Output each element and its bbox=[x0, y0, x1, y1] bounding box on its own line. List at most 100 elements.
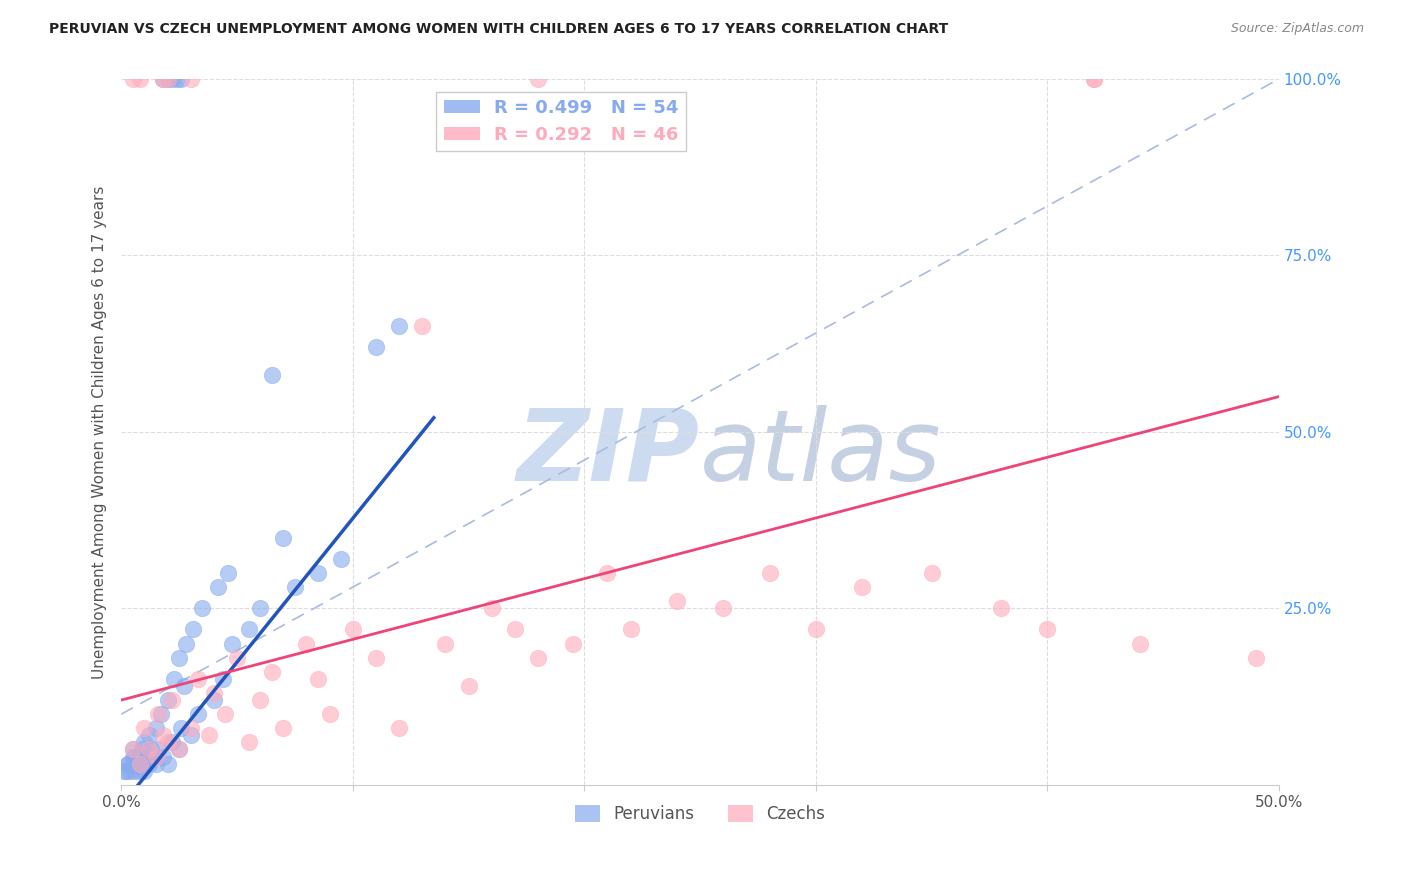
Point bbox=[561, 637, 583, 651]
Point bbox=[180, 721, 202, 735]
Point bbox=[758, 566, 780, 580]
Point bbox=[156, 693, 179, 707]
Point bbox=[1083, 72, 1105, 87]
Point bbox=[128, 72, 150, 87]
Point bbox=[117, 756, 139, 771]
Point bbox=[117, 756, 139, 771]
Point bbox=[238, 735, 260, 749]
Point bbox=[212, 672, 235, 686]
Point bbox=[170, 72, 193, 87]
Point bbox=[128, 749, 150, 764]
Point bbox=[388, 318, 411, 333]
Point bbox=[342, 623, 364, 637]
Point bbox=[121, 742, 143, 756]
Point bbox=[134, 764, 156, 778]
Point bbox=[152, 72, 174, 87]
Point bbox=[174, 637, 197, 651]
Point bbox=[804, 623, 827, 637]
Text: atlas: atlas bbox=[700, 405, 942, 501]
Point bbox=[152, 749, 174, 764]
Point bbox=[166, 72, 188, 87]
Point bbox=[481, 601, 503, 615]
Point bbox=[198, 728, 221, 742]
Point bbox=[364, 340, 387, 354]
Point bbox=[127, 756, 149, 771]
Point bbox=[124, 764, 146, 778]
Point bbox=[170, 721, 193, 735]
Point bbox=[167, 650, 190, 665]
Point bbox=[138, 728, 160, 742]
Point bbox=[260, 368, 283, 383]
Point bbox=[156, 72, 179, 87]
Point bbox=[990, 601, 1012, 615]
Point bbox=[527, 650, 550, 665]
Point bbox=[142, 749, 165, 764]
Point bbox=[156, 72, 179, 87]
Point bbox=[596, 566, 619, 580]
Point bbox=[1083, 72, 1105, 87]
Point bbox=[202, 686, 225, 700]
Text: Source: ZipAtlas.com: Source: ZipAtlas.com bbox=[1230, 22, 1364, 36]
Point bbox=[238, 623, 260, 637]
Point bbox=[271, 721, 294, 735]
Point bbox=[388, 721, 411, 735]
Point bbox=[131, 756, 153, 771]
Point bbox=[711, 601, 734, 615]
Point bbox=[527, 72, 550, 87]
Point bbox=[145, 756, 167, 771]
Point bbox=[121, 72, 143, 87]
Point bbox=[620, 623, 643, 637]
Point bbox=[364, 650, 387, 665]
Point bbox=[167, 742, 190, 756]
Point bbox=[152, 728, 174, 742]
Point bbox=[167, 742, 190, 756]
Point bbox=[148, 742, 170, 756]
Point bbox=[1129, 637, 1152, 651]
Point bbox=[121, 756, 143, 771]
Point bbox=[221, 637, 243, 651]
Point bbox=[307, 566, 329, 580]
Point bbox=[249, 601, 271, 615]
Point bbox=[284, 580, 307, 594]
Text: PERUVIAN VS CZECH UNEMPLOYMENT AMONG WOMEN WITH CHILDREN AGES 6 TO 17 YEARS CORR: PERUVIAN VS CZECH UNEMPLOYMENT AMONG WOM… bbox=[49, 22, 949, 37]
Point bbox=[1036, 623, 1059, 637]
Point bbox=[187, 707, 209, 722]
Point bbox=[217, 566, 239, 580]
Point bbox=[134, 735, 156, 749]
Point bbox=[181, 623, 204, 637]
Point bbox=[152, 72, 174, 87]
Point bbox=[128, 756, 150, 771]
Point bbox=[124, 749, 146, 764]
Point bbox=[120, 764, 142, 778]
Point bbox=[163, 672, 186, 686]
Point bbox=[138, 742, 160, 756]
Point bbox=[411, 318, 433, 333]
Point bbox=[318, 707, 340, 722]
Point bbox=[921, 566, 943, 580]
Point bbox=[148, 707, 170, 722]
Point bbox=[191, 601, 214, 615]
Point bbox=[134, 721, 156, 735]
Point bbox=[145, 749, 167, 764]
Point bbox=[180, 72, 202, 87]
Point bbox=[260, 665, 283, 679]
Point bbox=[112, 764, 135, 778]
Point bbox=[156, 735, 179, 749]
Point bbox=[145, 721, 167, 735]
Text: ZIP: ZIP bbox=[517, 405, 700, 501]
Point bbox=[160, 735, 183, 749]
Point bbox=[180, 728, 202, 742]
Point bbox=[187, 672, 209, 686]
Point bbox=[457, 679, 479, 693]
Point bbox=[160, 72, 183, 87]
Point bbox=[141, 742, 163, 756]
Point bbox=[295, 637, 318, 651]
Point bbox=[131, 742, 153, 756]
Point bbox=[138, 756, 160, 771]
Point bbox=[135, 749, 157, 764]
Point bbox=[121, 749, 143, 764]
Point bbox=[307, 672, 329, 686]
Point bbox=[665, 594, 688, 608]
Point bbox=[434, 637, 457, 651]
Point bbox=[214, 707, 236, 722]
